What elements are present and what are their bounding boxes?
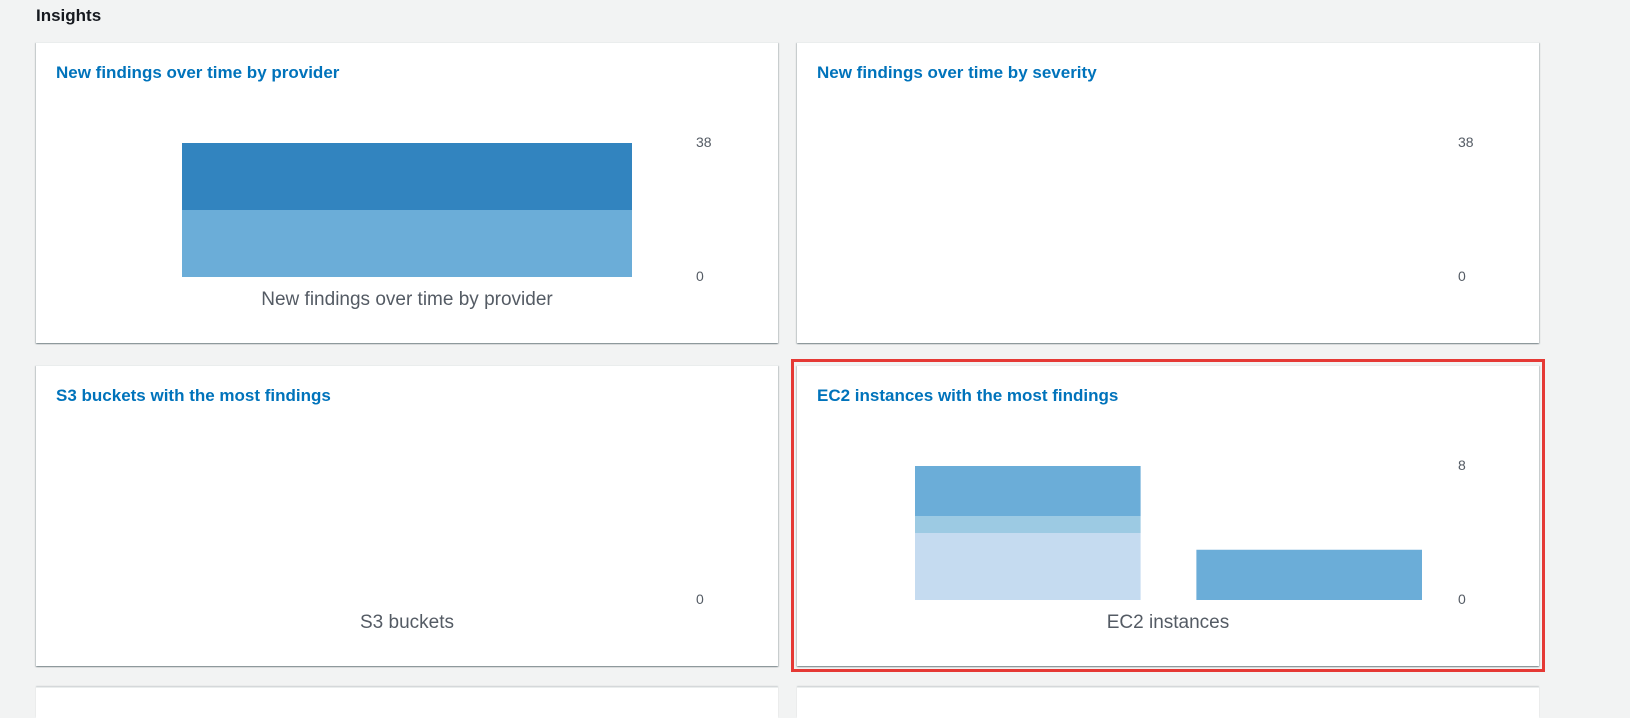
x-axis-caption: New findings over time by provider <box>261 289 553 310</box>
card-partial <box>36 687 778 718</box>
section-title: Insights <box>36 6 102 25</box>
y-tick-label: 0 <box>696 591 704 607</box>
x-axis-caption: S3 buckets <box>360 612 454 633</box>
card-title-link[interactable]: S3 buckets with the most findings <box>56 386 331 405</box>
bar-segment[interactable] <box>182 210 632 277</box>
y-tick-label: 0 <box>1458 591 1466 607</box>
card-title-link[interactable]: EC2 instances with the most findings <box>817 386 1119 405</box>
y-tick-label: 0 <box>696 268 704 284</box>
card-new-findings-by-severity: New findings over time by severity 38 0 <box>797 42 1539 343</box>
card-new-findings-by-provider: New findings over time by provider 38 0 Ne… <box>36 42 778 343</box>
chart-s3-buckets: 0 S3 buckets <box>360 591 704 633</box>
y-tick-label: 0 <box>1458 268 1466 284</box>
card-title-link[interactable]: New findings over time by provider <box>56 63 340 82</box>
card-ec2-instances-most-findings: EC2 instances with the most findings 8 0 E… <box>791 359 1545 672</box>
bar-segment[interactable] <box>1196 549 1422 600</box>
x-axis-caption: EC2 instances <box>1107 612 1230 633</box>
card-partial <box>797 687 1539 718</box>
chart-new-findings-by-provider: 38 0 New findings over time by provider <box>182 134 712 310</box>
y-tick-label: 38 <box>1458 134 1474 150</box>
bar-segment[interactable] <box>915 533 1141 600</box>
chart-new-findings-by-severity: 38 0 <box>1458 134 1474 284</box>
chart-ec2-instances: 8 0 EC2 instances <box>915 457 1466 633</box>
bar-segment[interactable] <box>915 466 1141 517</box>
card-s3-buckets-most-findings: S3 buckets with the most findings 0 S3 bu… <box>36 365 778 666</box>
bar-segment[interactable] <box>182 143 632 210</box>
bar-segment[interactable] <box>915 516 1141 533</box>
y-tick-label: 8 <box>1458 457 1466 473</box>
y-tick-label: 38 <box>696 134 712 150</box>
card-title-link[interactable]: New findings over time by severity <box>817 63 1097 82</box>
